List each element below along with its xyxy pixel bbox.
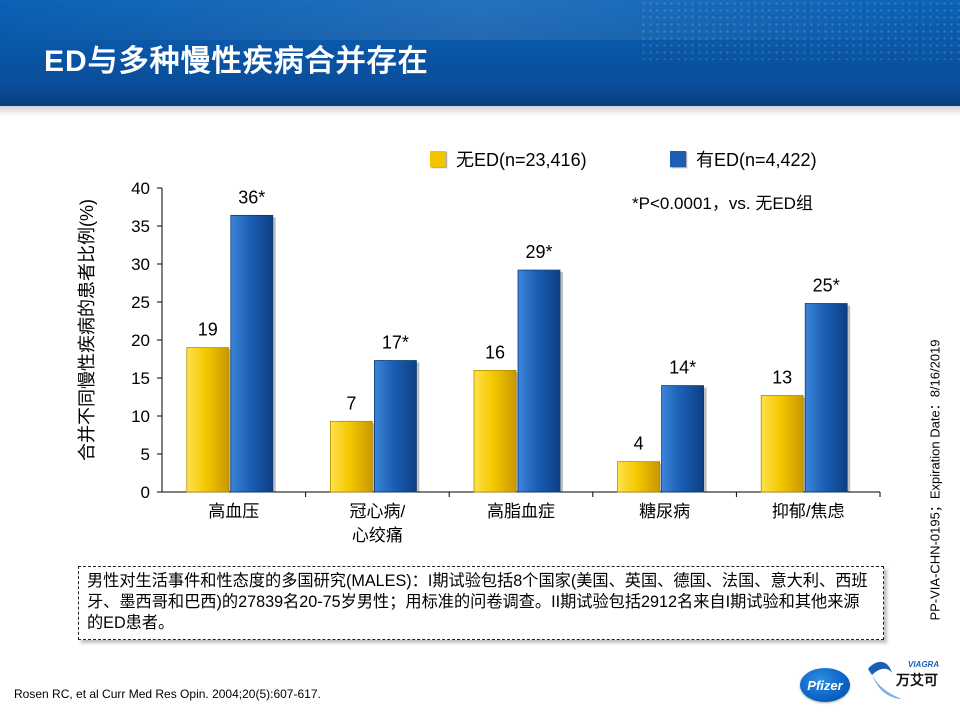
bar-chart: 0 5 10 15 20 25 30 35 40 高血压 19 36* 冠心病/心绞痛 7 17* 高脂血症 1…	[131, 179, 881, 545]
bar-no-ed	[617, 461, 660, 493]
y-tick-label: 25	[131, 293, 150, 312]
y-tick-label: 10	[131, 407, 150, 426]
y-tick-label: 35	[131, 217, 150, 236]
bar-ed	[804, 303, 848, 493]
bar-ed	[230, 214, 274, 493]
data-label-ed: 25*	[813, 276, 840, 296]
legend-swatch-ed	[670, 151, 686, 167]
x-category-label: 冠心病/	[350, 502, 406, 521]
citation: Rosen RC, et al Curr Med Res Opin. 2004;…	[14, 687, 321, 701]
study-info-box: 男性对生活事件和性态度的多国研究(MALES)：I期试验包括8个国家(美国、英国…	[78, 566, 884, 640]
slide-title: ED与多种慢性疾病合并存在	[44, 45, 429, 78]
x-category-label: 抑郁/焦虑	[772, 502, 845, 521]
viagra-wing-icon	[872, 675, 902, 699]
x-category-label: 高血压	[208, 502, 259, 521]
y-tick-label: 5	[141, 445, 150, 464]
viagra-logo: VIAGRA 万艾可	[868, 660, 939, 699]
data-label-ed: 14*	[669, 358, 696, 378]
banner-shadow	[0, 106, 960, 116]
legend-label-ed: 有ED(n=4,422)	[696, 150, 817, 170]
x-category-label: 糖尿病	[639, 502, 690, 521]
data-label-no-ed: 7	[346, 393, 356, 413]
bar-no-ed	[760, 395, 804, 493]
bar-ed	[517, 269, 561, 493]
x-category-label: 高脂血症	[487, 502, 555, 521]
data-label-no-ed: 13	[772, 367, 792, 387]
y-tick-label: 0	[141, 483, 150, 502]
data-label-no-ed: 19	[198, 320, 218, 340]
bar-no-ed	[186, 347, 230, 493]
title-banner: ED与多种慢性疾病合并存在	[0, 0, 960, 106]
data-label-no-ed: 16	[485, 342, 505, 362]
banner-dot-pattern	[640, 0, 960, 60]
legend-label-no-ed: 无ED(n=23,416)	[456, 150, 587, 170]
viagra-swoosh-icon	[868, 661, 892, 675]
data-label-ed: 17*	[382, 333, 409, 353]
bar-no-ed	[329, 420, 373, 493]
legend-swatch-no-ed	[430, 151, 446, 167]
x-category-label: 心绞痛	[352, 526, 403, 545]
y-tick-label: 15	[131, 369, 150, 388]
svg-text:VIAGRA: VIAGRA	[908, 660, 939, 669]
data-label-ed: 29*	[525, 242, 552, 262]
bar-ed	[373, 360, 417, 493]
y-tick-label: 40	[131, 179, 150, 198]
y-tick-label: 20	[131, 331, 150, 350]
svg-text:万艾可: 万艾可	[895, 672, 938, 689]
document-id: PP-VIA-CHN-0195；Expiration Date：8/16/201…	[927, 339, 943, 621]
significance-note: *P<0.0001，vs. 无ED组	[632, 194, 813, 213]
data-label-ed: 36*	[238, 187, 265, 207]
legend-item-ed: 有ED(n=4,422)	[670, 146, 817, 172]
y-tick-label: 30	[131, 255, 150, 274]
bar-ed	[661, 385, 704, 493]
data-label-no-ed: 4	[634, 434, 644, 454]
pfizer-logo: Pfizer	[800, 668, 850, 702]
bar-no-ed	[473, 369, 517, 493]
legend-item-no-ed: 无ED(n=23,416)	[430, 146, 587, 172]
